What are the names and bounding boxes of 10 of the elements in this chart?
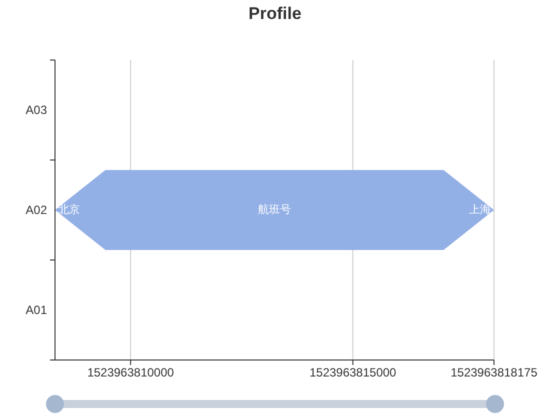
annotation: 航班号	[258, 204, 291, 216]
y-tick-label: A03	[26, 103, 48, 117]
y-tick-label: A02	[26, 203, 48, 217]
x-tick-label: 1523963818175	[450, 366, 538, 380]
annotation: 上海	[469, 203, 491, 216]
annotation: 北京	[58, 203, 80, 216]
y-tick-label: A01	[26, 303, 48, 317]
x-tick-label: 1523963810000	[87, 366, 174, 380]
chart-title: Profile	[248, 4, 302, 24]
x-tick-label: 1523963815000	[309, 366, 397, 380]
